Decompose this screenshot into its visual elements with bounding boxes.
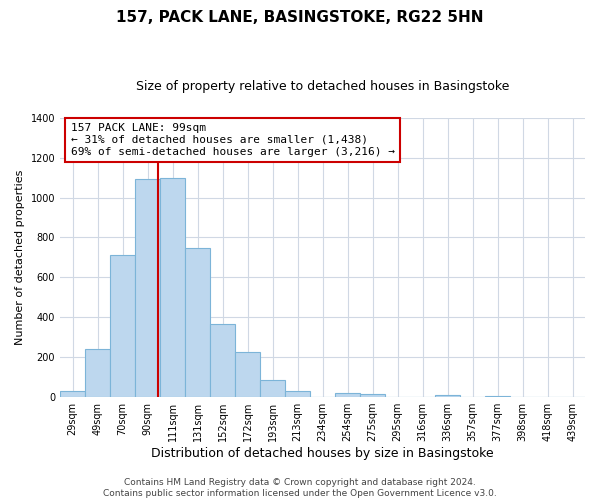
Bar [360,394,385,397]
Bar [260,380,285,397]
Text: Contains HM Land Registry data © Crown copyright and database right 2024.
Contai: Contains HM Land Registry data © Crown c… [103,478,497,498]
Text: 157 PACK LANE: 99sqm
← 31% of detached houses are smaller (1,438)
69% of semi-de: 157 PACK LANE: 99sqm ← 31% of detached h… [71,124,395,156]
Text: 157, PACK LANE, BASINGSTOKE, RG22 5HN: 157, PACK LANE, BASINGSTOKE, RG22 5HN [116,10,484,25]
Bar [235,352,260,397]
Bar [210,324,235,397]
X-axis label: Distribution of detached houses by size in Basingstoke: Distribution of detached houses by size … [151,447,494,460]
Bar [435,396,460,397]
Bar [110,256,135,397]
Title: Size of property relative to detached houses in Basingstoke: Size of property relative to detached ho… [136,80,509,93]
Y-axis label: Number of detached properties: Number of detached properties [15,170,25,345]
Bar [85,349,110,397]
Bar [185,248,210,397]
Bar [485,396,510,397]
Bar [160,178,185,397]
Bar [335,393,360,397]
Bar [60,391,85,397]
Bar [135,178,160,397]
Bar [285,391,310,397]
